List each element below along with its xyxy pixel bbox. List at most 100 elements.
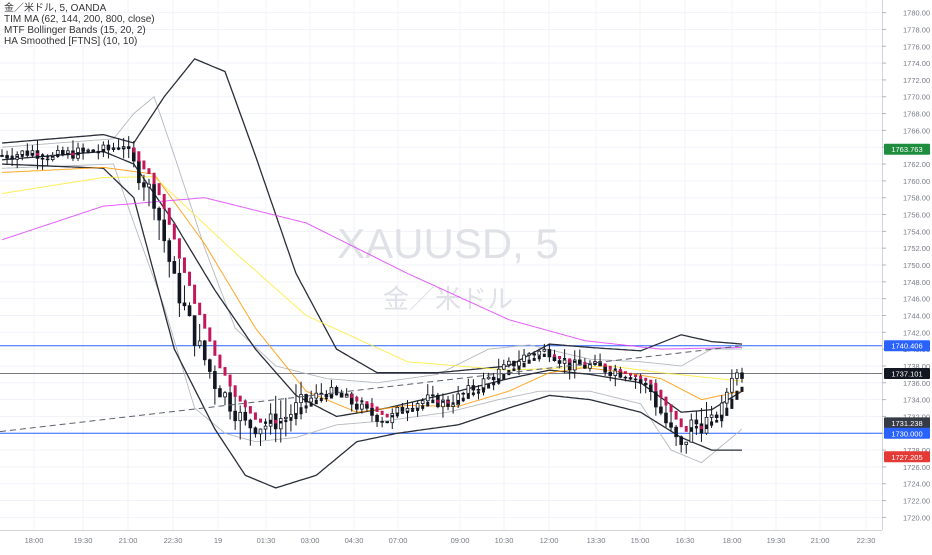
price-tick-label: 1726.00 (903, 463, 930, 472)
ha-block (476, 391, 480, 394)
candle (218, 385, 222, 398)
ha-block (81, 151, 85, 154)
ha-block (497, 378, 501, 384)
candle-body (512, 360, 516, 367)
price-tick-label: 1744.00 (903, 311, 930, 320)
candle (268, 403, 273, 435)
candle (542, 343, 547, 353)
candle-body (735, 372, 739, 379)
candle-body (674, 426, 678, 438)
candle-body (360, 403, 364, 410)
candle-body (714, 414, 719, 419)
ha-block (421, 405, 425, 409)
candle-body (456, 393, 460, 406)
candle-body (537, 350, 542, 356)
ha-block (228, 374, 232, 387)
price-label-text: 1731.238 (891, 419, 922, 428)
time-tick-label: 22:30 (857, 536, 876, 545)
candle (213, 365, 217, 405)
ha-block (117, 148, 121, 150)
candle-body (491, 376, 496, 381)
candle-body (177, 272, 182, 304)
ha-block (238, 395, 242, 402)
candle (223, 390, 227, 406)
ha-block (552, 354, 556, 358)
candle-body (167, 240, 172, 262)
price-tick-label: 1724.00 (903, 480, 930, 489)
price-tick-label: 1776.00 (903, 42, 930, 51)
candle (674, 425, 678, 446)
candle (679, 435, 683, 453)
candle-body (294, 402, 298, 415)
ha-block (542, 353, 546, 357)
time-tick-label: 04:30 (345, 536, 364, 545)
ha-block (127, 147, 131, 150)
ha-block (314, 399, 318, 405)
legend-tim-ma[interactable]: TIM MA (62, 144, 200, 800, close) (4, 14, 155, 25)
ha-block (71, 152, 75, 156)
candle-body (664, 412, 668, 424)
ha-block (279, 420, 283, 424)
candle-body (354, 403, 359, 410)
candle (248, 418, 253, 446)
time-tick-label: 15:00 (631, 536, 650, 545)
trend-line (0, 345, 743, 433)
ha-block (335, 393, 339, 396)
candle-body (157, 207, 161, 221)
candle (284, 397, 288, 437)
candle (441, 393, 445, 418)
ha-block (218, 354, 222, 369)
candle-body (309, 397, 313, 403)
bollinger-upper (1, 58, 743, 374)
price-tick-label: 1780.00 (903, 9, 930, 18)
candle-body (583, 364, 587, 369)
candle (385, 421, 390, 424)
ha-block (715, 420, 719, 423)
bollinger-basis (1, 150, 743, 418)
price-tick-label: 1750.00 (903, 261, 930, 270)
candle (730, 369, 734, 399)
candle-body (278, 418, 283, 430)
price-tick-label: 1754.00 (903, 227, 930, 236)
ha-block (188, 271, 192, 286)
candle-body (243, 411, 248, 421)
ha-block (654, 383, 658, 392)
candle-body (486, 376, 491, 380)
price-label: 1731.238 (884, 417, 930, 429)
candle (501, 359, 506, 371)
price-tick-label: 1768.00 (903, 110, 930, 119)
price-label: 1740.406 (884, 340, 930, 352)
ha-block (20, 154, 24, 157)
ha-block (147, 168, 151, 174)
candle-body (213, 371, 217, 389)
ha-block (248, 406, 252, 414)
ha-block (441, 400, 445, 403)
ha-block (233, 385, 237, 397)
legend-symbol[interactable]: 金／米ドル, 5, OANDA (4, 3, 107, 14)
ha-block (588, 363, 592, 366)
candle-body (253, 427, 258, 435)
ha-block (86, 150, 90, 153)
legend-ha-smoothed[interactable]: HA Smoothed [FTNS] (10, 10) (4, 36, 138, 47)
ha-block (15, 155, 19, 158)
candle-body (147, 183, 151, 188)
ha-block (274, 419, 278, 424)
candle (664, 404, 668, 428)
price-tick-label: 1734.00 (903, 396, 930, 405)
candle-body (187, 305, 192, 317)
candle (339, 389, 344, 398)
price-tick-label: 1722.00 (903, 497, 930, 506)
candle-body (370, 407, 374, 416)
ha-block (674, 410, 678, 420)
candle-body (562, 359, 567, 364)
candle-body (501, 364, 506, 370)
ha-block (623, 371, 627, 375)
ha-block (532, 358, 536, 361)
time-tick-label: 10:30 (495, 536, 514, 545)
ha-block (679, 418, 683, 428)
legend-bollinger[interactable]: MTF Bollinger Bands (15, 20, 2) (4, 25, 146, 36)
candle-body (299, 394, 303, 404)
candle (233, 395, 237, 430)
